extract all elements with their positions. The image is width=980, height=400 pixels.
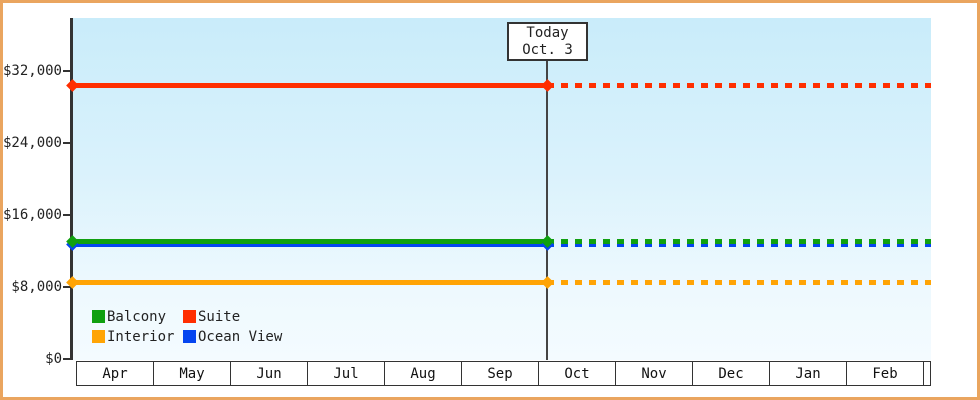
legend-item-suite: Suite (183, 308, 282, 325)
y-tick-mark (63, 286, 71, 288)
series-line-dashed-ocean-view (547, 242, 931, 247)
series-line-solid-balcony (72, 238, 547, 244)
y-tick-label: $0 (45, 351, 62, 367)
today-marker-line (546, 60, 548, 360)
legend-item-interior: Interior (92, 328, 183, 345)
month-axis: Apr May Jun Jul Aug Sep Oct Nov Dec Jan Feb (76, 361, 931, 386)
month-cell: Oct (539, 362, 616, 385)
y-tick-label: $32,000 (2, 63, 62, 79)
month-axis-spacer (924, 362, 930, 385)
month-cell: May (154, 362, 231, 385)
legend: Balcony Suite Interior Ocean View (92, 308, 283, 345)
plot-area (73, 18, 931, 360)
month-cell: Aug (385, 362, 462, 385)
legend-label: Interior (107, 328, 175, 345)
series-line-solid-suite (72, 82, 547, 88)
month-cell: Jun (231, 362, 308, 385)
legend-item-balcony: Balcony (92, 308, 183, 325)
legend-item-ocean-view: Ocean View (183, 328, 283, 345)
y-tick-mark (63, 358, 71, 360)
series-line-dashed-balcony (547, 238, 931, 244)
y-tick-label: $8,000 (11, 279, 62, 295)
month-cell: Jan (770, 362, 847, 385)
month-cell: Dec (693, 362, 770, 385)
series-line-solid-interior (72, 280, 547, 285)
today-label: Today (526, 24, 569, 41)
legend-label: Balcony (107, 308, 167, 325)
series-line-dashed-interior (547, 280, 931, 285)
y-tick-mark (63, 214, 71, 216)
legend-label: Ocean View (198, 328, 283, 345)
month-cell: Sep (462, 362, 539, 385)
month-cell: Feb (847, 362, 924, 385)
legend-label: Suite (198, 308, 241, 325)
y-axis-line (70, 18, 73, 360)
month-cell: Jul (308, 362, 385, 385)
y-tick-mark (63, 70, 71, 72)
today-annotation-box: Today Oct. 3 (507, 22, 588, 61)
y-tick-mark (63, 142, 71, 144)
today-date-label: Oct. 3 (522, 41, 573, 58)
legend-swatch-ocean-view (183, 330, 196, 343)
legend-swatch-interior (92, 330, 105, 343)
legend-swatch-suite (183, 310, 196, 323)
month-cell: Nov (616, 362, 693, 385)
series-line-solid-ocean-view (72, 242, 547, 247)
legend-swatch-balcony (92, 310, 105, 323)
month-cell: Apr (77, 362, 154, 385)
series-line-dashed-suite (547, 82, 931, 88)
y-tick-label: $16,000 (2, 207, 62, 223)
y-tick-label: $24,000 (2, 135, 62, 151)
